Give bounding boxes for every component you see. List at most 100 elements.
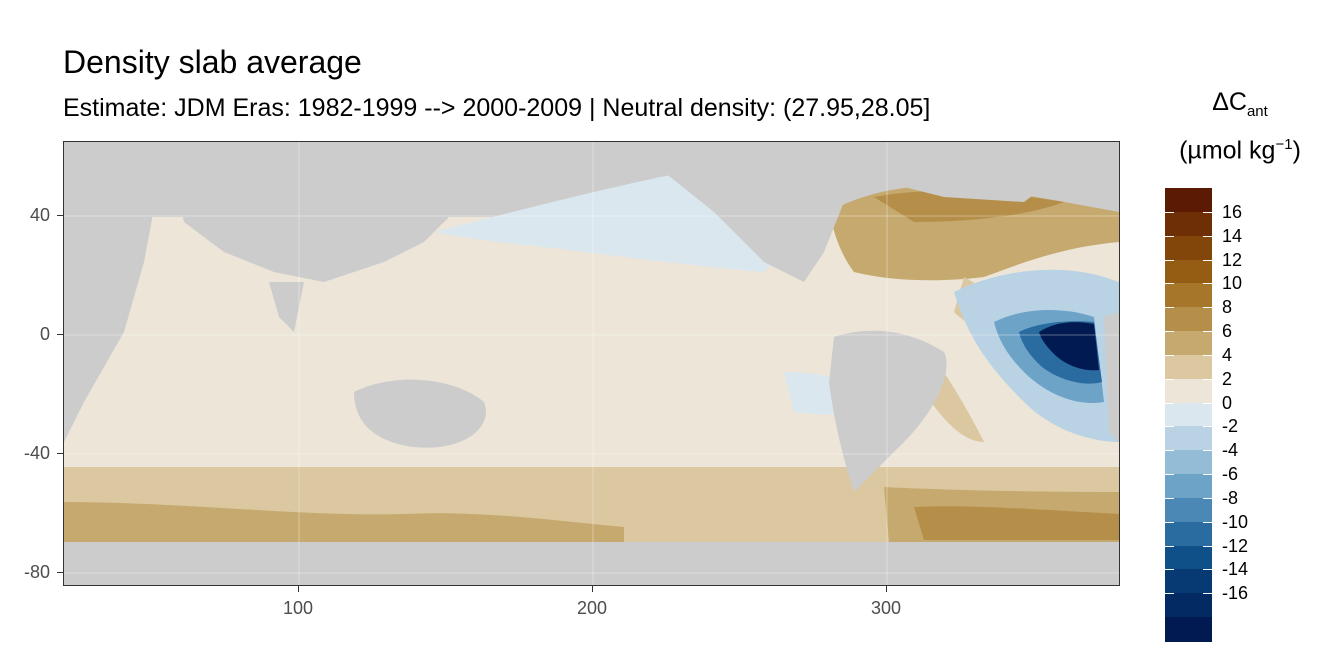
legend-color-step	[1165, 545, 1212, 571]
legend-tick	[1165, 402, 1174, 404]
legend-color-step	[1165, 283, 1212, 308]
legend-color-step	[1165, 235, 1212, 261]
legend-tick	[1165, 259, 1174, 261]
legend-color-step	[1165, 307, 1212, 332]
legend-color-step	[1165, 450, 1212, 475]
weddell-sector-dark	[914, 506, 1119, 540]
y-tick-mark	[57, 572, 63, 573]
legend-label: 0	[1222, 392, 1233, 413]
legend-tick	[1203, 593, 1212, 595]
land-africa	[64, 142, 159, 442]
southern-ocean-band-dark	[64, 502, 624, 542]
x-tick-label: 100	[282, 598, 314, 618]
legend-color-step	[1165, 474, 1212, 499]
legend-color-step	[1165, 259, 1212, 284]
x-tick-mark	[886, 586, 887, 592]
legend-color-step	[1165, 426, 1212, 451]
legend-label: 12	[1222, 249, 1243, 270]
land-africa-east	[1104, 312, 1119, 442]
land-asia	[164, 142, 484, 282]
legend-label: -14	[1222, 559, 1249, 580]
legend-tick	[1203, 235, 1212, 237]
legend-tick	[1165, 354, 1174, 356]
y-tick-mark	[57, 215, 63, 216]
legend-tick	[1203, 545, 1212, 547]
legend-tick	[1203, 211, 1212, 213]
x-tick-label: 200	[576, 598, 608, 618]
land-antarctica	[64, 542, 1119, 585]
legend-label: 8	[1222, 297, 1233, 318]
x-tick-label: 300	[870, 598, 902, 618]
legend-label: -4	[1222, 440, 1239, 461]
legend-color-step	[1165, 378, 1212, 404]
chart-title: Density slab average	[63, 44, 362, 80]
legend-label: -10	[1222, 511, 1249, 532]
eastern-atlantic-core	[1039, 322, 1099, 371]
legend-label: -2	[1222, 416, 1239, 437]
legend-tick	[1165, 235, 1174, 237]
legend-tick	[1203, 569, 1212, 571]
legend-tick	[1165, 211, 1174, 213]
legend-tick	[1203, 497, 1212, 499]
chart-subtitle: Estimate: JDM Eras: 1982-1999 --> 2000-2…	[63, 94, 931, 122]
legend-label: -6	[1222, 464, 1239, 485]
legend-color-step	[1165, 497, 1212, 523]
legend-tick	[1165, 307, 1174, 309]
legend-tick	[1203, 450, 1212, 452]
legend-label: 2	[1222, 368, 1233, 389]
land-north-america	[524, 142, 1104, 282]
legend-tick	[1165, 378, 1174, 380]
legend-tick	[1165, 283, 1174, 285]
legend-tick	[1165, 545, 1174, 547]
legend-tick	[1165, 497, 1174, 499]
y-tick-label: 40	[29, 205, 50, 225]
legend-tick	[1165, 450, 1174, 452]
x-tick-mark	[592, 586, 593, 592]
x-tick-mark	[298, 586, 299, 592]
legend-tick	[1203, 307, 1212, 309]
legend-tick	[1203, 259, 1212, 261]
legend-tick	[1203, 426, 1212, 428]
legend-tick	[1203, 474, 1212, 476]
land-india	[269, 282, 304, 332]
map-canvas	[64, 142, 1119, 585]
legend-label: -16	[1222, 583, 1249, 604]
legend-color-step	[1165, 188, 1212, 213]
legend-color-step	[1165, 402, 1212, 428]
legend-label: 6	[1222, 321, 1233, 342]
legend-tick	[1165, 474, 1174, 476]
legend-tick	[1203, 331, 1212, 333]
legend-title: ΔCant	[1212, 88, 1268, 120]
y-tick-label: -80	[23, 562, 50, 582]
legend-tick	[1165, 569, 1174, 571]
legend-label: 14	[1222, 225, 1243, 246]
legend-tick	[1203, 378, 1212, 380]
legend-tick	[1203, 354, 1212, 356]
legend-color-step	[1165, 211, 1212, 237]
legend-tick	[1165, 521, 1174, 523]
legend-tick	[1203, 521, 1212, 523]
legend-color-step	[1165, 521, 1212, 547]
legend-tick	[1165, 331, 1174, 333]
legend-color-step	[1165, 354, 1212, 380]
legend-unit: (µmol kg−1)	[1179, 136, 1301, 165]
legend-label: 16	[1222, 201, 1243, 222]
legend-label: 4	[1222, 344, 1233, 365]
y-tick-mark	[57, 453, 63, 454]
legend-tick	[1165, 426, 1174, 428]
legend-label: 10	[1222, 273, 1243, 294]
legend-color-step	[1165, 569, 1212, 594]
southern-subpolar-band	[64, 467, 1119, 487]
land-australia	[354, 379, 486, 448]
land-masses	[64, 142, 1119, 585]
legend-color-step	[1165, 617, 1212, 642]
legend-tick	[1203, 402, 1212, 404]
map-panel	[63, 141, 1120, 586]
y-tick-label: 0	[39, 324, 50, 344]
y-tick-mark	[57, 334, 63, 335]
legend-label: -8	[1222, 487, 1239, 508]
legend-color-step	[1165, 331, 1212, 356]
y-tick-label: -40	[23, 443, 50, 463]
legend-label: -12	[1222, 535, 1249, 556]
land-south-america	[829, 330, 947, 492]
